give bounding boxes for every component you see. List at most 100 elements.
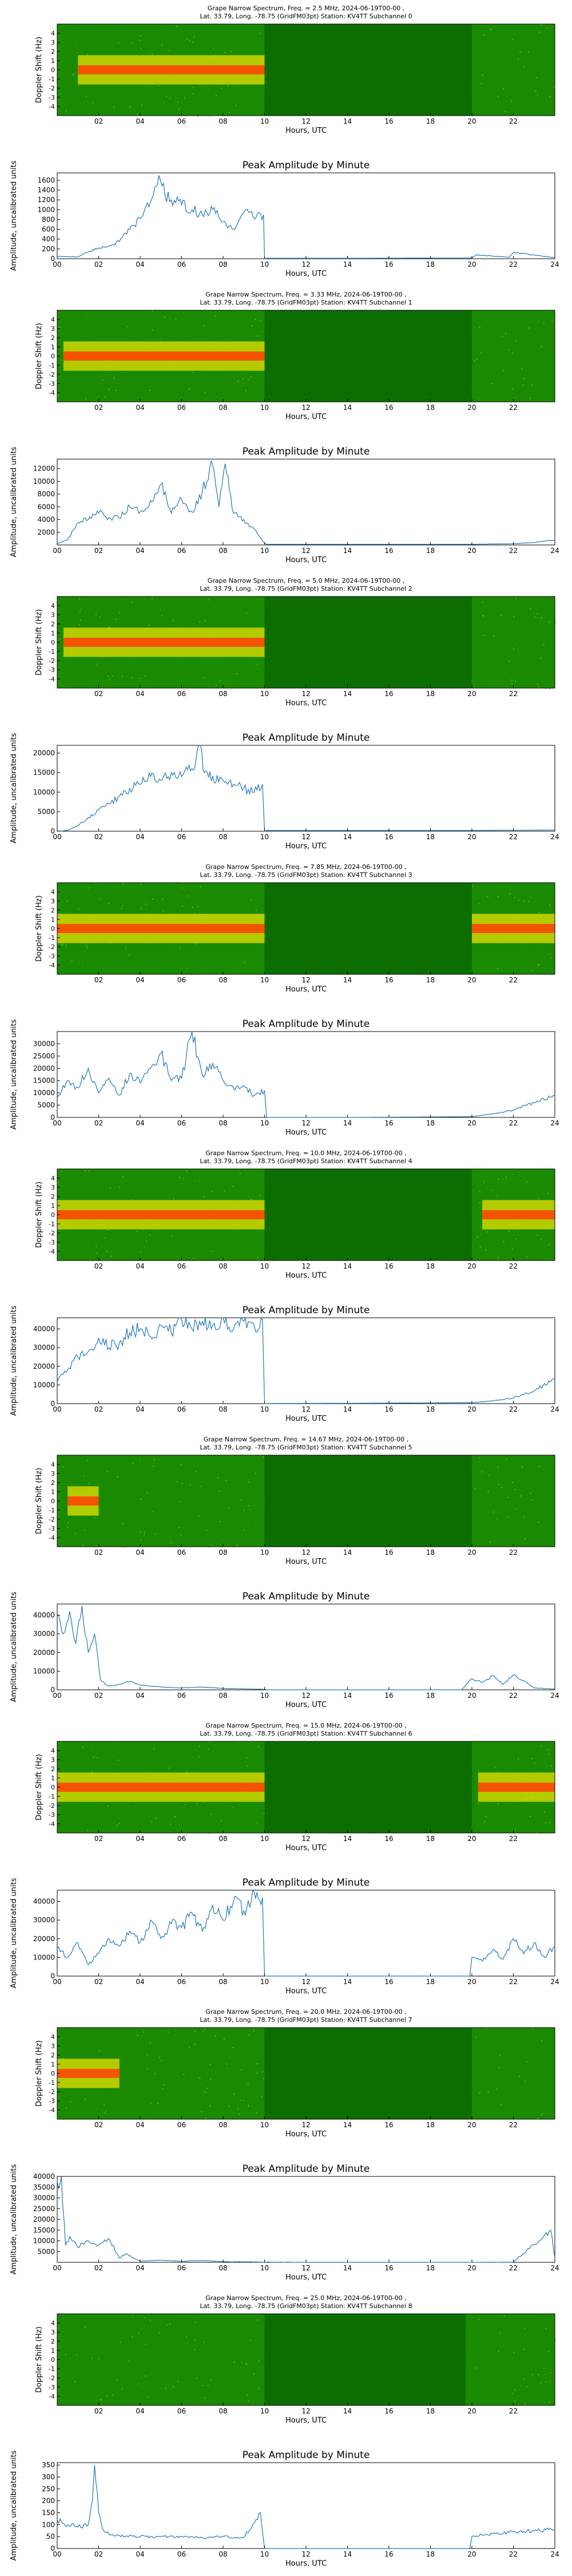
- y-tick-label: 3: [51, 2042, 55, 2050]
- spectrum-noise: [514, 2401, 515, 2403]
- spectrum-noise: [541, 1238, 542, 1240]
- x-tick-label: 20: [467, 1835, 476, 1843]
- y-tick-label: 2: [51, 1479, 55, 1487]
- x-tick-label: 08: [219, 117, 227, 125]
- spectrum-noise: [484, 88, 486, 89]
- spectrum-noise: [95, 614, 97, 615]
- spectrum-noise: [545, 335, 546, 337]
- spectrum-noise: [140, 35, 141, 37]
- spectrum-noise: [209, 1832, 210, 1834]
- spectrum-noise: [118, 42, 120, 44]
- y-tick-label: -2: [49, 371, 55, 378]
- x-tick-label: 06: [177, 976, 186, 984]
- spectrum-noise: [546, 1522, 548, 1524]
- spectrum-noise: [159, 1196, 161, 1198]
- spectrum-noise: [248, 2034, 250, 2036]
- spectrum-noise: [476, 1236, 478, 1238]
- spectrum-noise: [489, 1503, 491, 1504]
- y-tick-label: 3: [51, 39, 55, 46]
- y-tick-label: 1: [51, 343, 55, 351]
- spectrum-noise: [479, 1191, 480, 1192]
- spectrum-noise: [192, 1808, 194, 1810]
- spectrum-title: Grape Narrow Spectrum, Freq. = 10.0 MHz,…: [205, 1149, 407, 1157]
- spectrum-noise: [198, 886, 200, 887]
- spectrum-noise: [105, 1508, 107, 1510]
- spectrum-noise: [61, 943, 62, 945]
- spectrum-noise: [496, 2367, 498, 2369]
- spectrum-noise: [479, 1489, 481, 1491]
- spectrum-noise: [536, 77, 538, 78]
- spectrum-noise: [85, 2099, 86, 2100]
- x-tick-label: 18: [426, 117, 435, 125]
- spectrum-noise: [79, 110, 81, 112]
- y-axis-label: Amplitude, uncalibrated units: [10, 1305, 18, 1416]
- y-tick-label: 8000: [37, 490, 55, 498]
- spectrum-noise: [521, 1806, 522, 1808]
- spectrum-noise: [432, 115, 434, 117]
- spectrum-noise: [100, 1747, 102, 1748]
- x-tick-label: 14: [343, 404, 352, 412]
- spectrum-noise: [105, 41, 107, 43]
- spectrum-noise: [529, 2091, 530, 2093]
- spectrum-noise: [247, 1232, 248, 1234]
- spectrum-noise: [153, 1748, 154, 1750]
- spectrum-noise: [543, 1811, 545, 1812]
- spectrum-noise: [255, 1527, 256, 1528]
- spectrum-noise: [525, 2334, 526, 2336]
- spectrum-noise: [134, 1506, 136, 1507]
- spectrum-noise: [174, 2034, 176, 2036]
- x-tick-label: 20: [467, 1119, 476, 1127]
- spectrum-noise: [71, 959, 73, 961]
- spectrum-noise: [93, 1756, 94, 1758]
- y-tick-label: 1: [51, 1775, 55, 1782]
- spectrum-noise: [113, 2095, 115, 2096]
- spectrum-noise: [117, 1472, 119, 1474]
- y-axis-label: Doppler Shift (Hz): [35, 2326, 43, 2393]
- spectrum-noise: [165, 2346, 167, 2348]
- y-tick-label: -4: [49, 1820, 55, 1828]
- spectrum-noise: [531, 2106, 533, 2108]
- y-tick-label: 150: [42, 2509, 55, 2517]
- spectrum-noise: [182, 312, 184, 314]
- x-tick-label: 10: [260, 2264, 269, 2272]
- y-tick-label: 250: [42, 2485, 55, 2493]
- spectrum-noise: [530, 896, 532, 898]
- spectrum-noise: [246, 1757, 248, 1759]
- spectrum-noise: [242, 378, 244, 380]
- spectrum-noise: [143, 682, 145, 683]
- spectrum-noise: [198, 1745, 200, 1747]
- spectrum-noise: [141, 1805, 143, 1807]
- spectrum-noise: [263, 1456, 264, 1458]
- spectrum-noise: [550, 1765, 552, 1767]
- spectrum-noise: [192, 372, 194, 373]
- spectrum-noise: [137, 114, 138, 116]
- spectrum-noise: [529, 1815, 531, 1817]
- spectrum-noise: [73, 73, 74, 75]
- spectrum-noise: [523, 1516, 525, 1518]
- spectrum-noise: [104, 1479, 105, 1481]
- spectrum-noise: [257, 335, 259, 337]
- spectrum-noise: [181, 677, 182, 678]
- y-tick-label: 30000: [33, 1344, 55, 1352]
- spectrum-noise: [132, 2314, 134, 2316]
- spectrum-noise: [106, 1471, 108, 1472]
- spectrum-noise: [118, 1759, 120, 1761]
- spectrum-noise: [108, 675, 109, 677]
- spectrum-noise: [496, 1195, 498, 1196]
- spectrum-panel: Grape Narrow Spectrum, Freq. = 25.0 MHz,…: [35, 2294, 556, 2425]
- spectrum-noise: [540, 1771, 542, 1772]
- y-tick-label: 0: [50, 1113, 55, 1121]
- spectrum-noise: [67, 684, 69, 686]
- y-tick-label: 0: [51, 2356, 55, 2364]
- spectrum-noise: [249, 96, 251, 97]
- spectrum-noise: [229, 111, 231, 113]
- spectrum-noise: [509, 661, 510, 662]
- spectrum-subtitle: Lat. 33.79, Long. -78.75 (GridFM03pt) St…: [200, 585, 412, 592]
- x-tick-label: 06: [177, 2407, 186, 2415]
- spectrum-noise: [139, 1181, 141, 1183]
- spectrum-noise: [152, 337, 154, 338]
- spectrum-noise: [524, 2328, 526, 2329]
- spectrum-noise: [106, 2396, 108, 2397]
- x-tick-label: 02: [94, 1119, 103, 1127]
- spectrum-noise: [491, 48, 493, 49]
